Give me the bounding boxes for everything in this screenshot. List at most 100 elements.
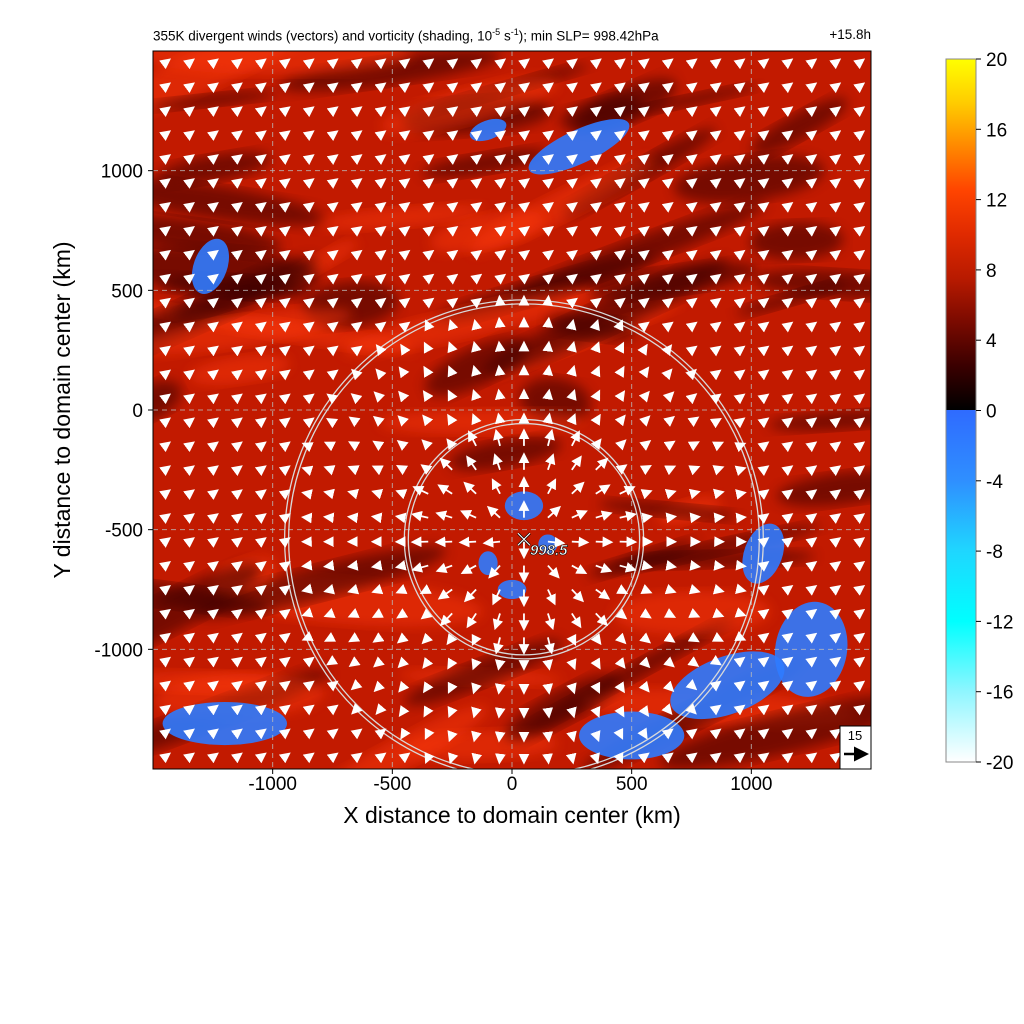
wind-vector (711, 441, 725, 452)
wind-vector (781, 178, 794, 189)
wind-vector (254, 561, 267, 572)
wind-vector (590, 438, 602, 451)
wind-vector (853, 561, 866, 572)
wind-vector (542, 178, 554, 189)
wind-vector (159, 178, 172, 189)
wind-vector (853, 656, 866, 668)
wind-vector (159, 345, 172, 357)
wind-vector (709, 680, 722, 692)
wind-vector (183, 369, 195, 381)
wind-vector (829, 608, 842, 620)
wind-vector (350, 345, 363, 357)
wind-vector (709, 106, 722, 118)
wind-vector (712, 465, 725, 476)
wind-vector (460, 509, 477, 520)
wind-vector (350, 752, 363, 764)
wind-vector (590, 341, 601, 354)
wind-vector (805, 345, 818, 357)
wind-vector (374, 321, 387, 333)
wind-vector (805, 130, 818, 142)
wind-vector (411, 562, 429, 573)
wind-vector (326, 680, 339, 692)
wind-vector (637, 249, 650, 261)
wind-vector (781, 58, 794, 70)
wind-vector (661, 82, 674, 94)
colorbar-tick-label: 4 (986, 331, 997, 352)
wind-vector (662, 391, 675, 403)
wind-vector (371, 488, 384, 500)
wind-vector (183, 297, 195, 309)
wind-vector (687, 416, 700, 428)
y-tick-label: -500 (105, 521, 143, 542)
wind-vector (230, 225, 243, 237)
wind-vector (712, 607, 725, 619)
wind-vector (595, 612, 609, 627)
wind-vector (805, 465, 818, 477)
wind-vector (447, 341, 458, 354)
wind-vector (374, 202, 387, 213)
x-tick-label: -500 (373, 774, 411, 795)
wind-vector (494, 364, 506, 377)
wind-vector (641, 560, 654, 571)
wind-vector (781, 680, 794, 692)
wind-vector (566, 706, 577, 719)
wind-vector (375, 703, 387, 715)
wind-vector (183, 393, 195, 405)
wind-vector (685, 679, 698, 691)
wind-vector (518, 154, 531, 165)
wind-vector (468, 430, 478, 447)
wind-vector (688, 583, 701, 595)
wind-vector (207, 297, 219, 309)
wind-vector (853, 321, 866, 333)
wind-vector (159, 273, 172, 285)
wind-vector (614, 705, 625, 718)
wind-vector (350, 82, 363, 94)
vorticity-streak (279, 51, 501, 92)
wind-vector (757, 345, 770, 357)
wind-vector (547, 536, 566, 548)
vorticity-streak (404, 639, 563, 706)
wind-vector (230, 513, 243, 524)
wind-vector (183, 321, 195, 333)
wind-vector (566, 682, 577, 695)
wind-vector (278, 297, 291, 309)
wind-vector (494, 58, 507, 70)
wind-vector (566, 633, 577, 646)
wind-vector (757, 441, 770, 453)
wind-vector (781, 249, 794, 261)
wind-vector (254, 584, 267, 596)
wind-vector (159, 728, 172, 740)
wind-vector (662, 680, 675, 693)
wind-vector (570, 430, 580, 447)
wind-vector (709, 178, 722, 189)
wind-vector (347, 608, 360, 618)
wind-vector (421, 632, 433, 645)
wind-vector (374, 225, 387, 237)
wind-vector (183, 106, 195, 118)
wind-vector (685, 202, 698, 213)
wind-vector (350, 728, 363, 740)
wind-vector (207, 513, 219, 524)
wind-vector (781, 537, 794, 548)
wind-vector (709, 417, 722, 429)
vorticity-streak (673, 155, 825, 204)
wind-vector (302, 178, 315, 189)
wind-vector (687, 441, 700, 452)
wind-vector (395, 489, 408, 500)
wind-vector (829, 249, 842, 261)
wind-vector (302, 225, 315, 237)
wind-vector (733, 178, 746, 189)
wind-vector (254, 178, 267, 189)
wind-vector (230, 608, 243, 620)
wind-vector (566, 58, 578, 70)
wind-vector (447, 657, 458, 670)
wind-vector (207, 273, 219, 285)
wind-vector (374, 130, 387, 142)
wind-vector (518, 58, 531, 70)
wind-vector (685, 58, 698, 70)
wind-vector (422, 225, 435, 237)
wind-vector (638, 415, 651, 427)
wind-vector (446, 82, 459, 94)
wind-vector (254, 369, 267, 381)
wind-vector (471, 364, 482, 377)
